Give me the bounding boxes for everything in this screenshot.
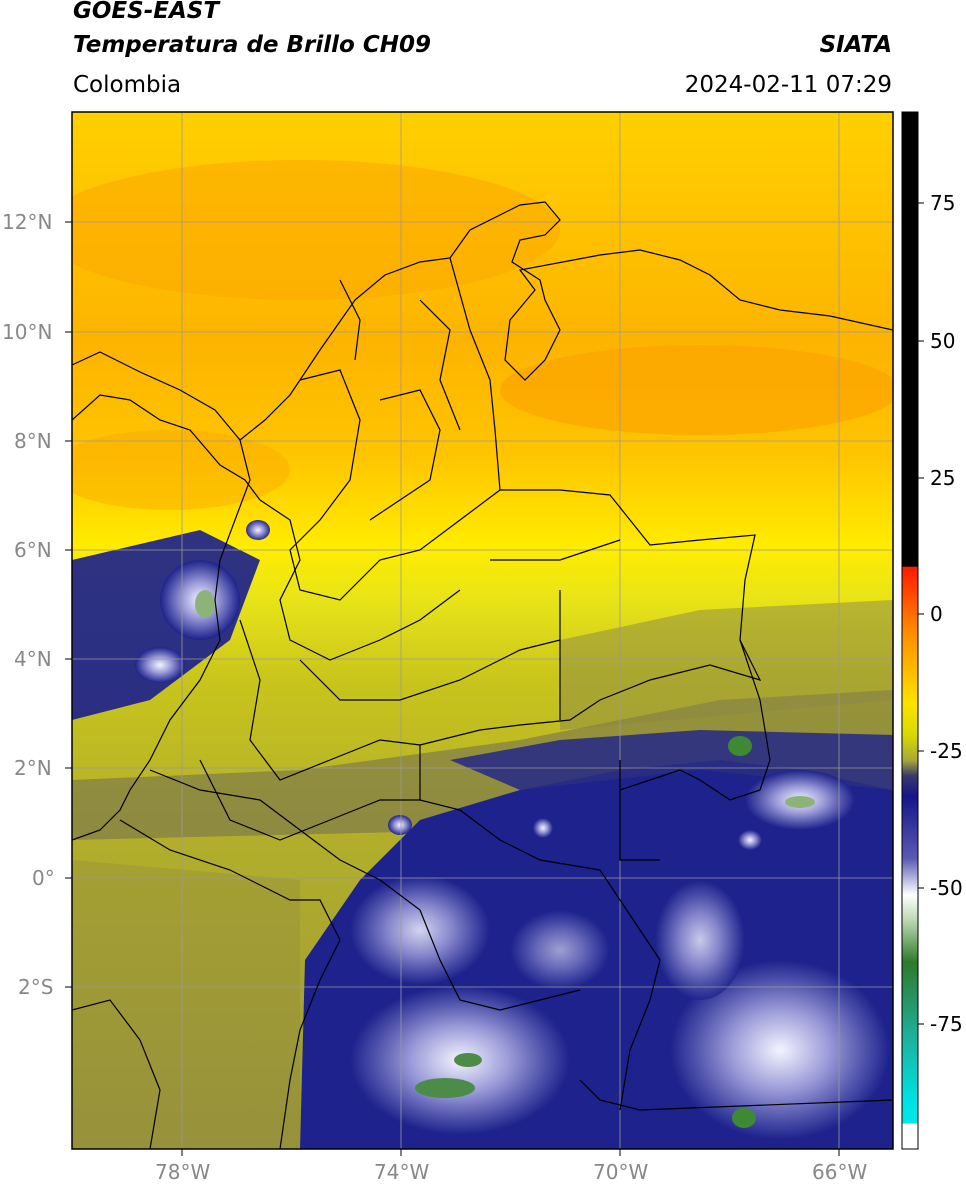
title-line-1: GOES-EAST: [73, 0, 220, 24]
title-line-2: Temperatura de Brillo CH09: [73, 32, 431, 58]
colorbar-tick-0: 0: [930, 602, 943, 626]
lon-label-70w: 70°W: [593, 1160, 649, 1184]
colorbar-tick-75: 75: [930, 191, 956, 215]
timestamp-label: 2024-02-11 07:29: [684, 72, 892, 98]
lat-label-10n: 10°N: [2, 320, 53, 344]
colorbar-tick-neg50: -50: [930, 876, 963, 900]
brand-label: SIATA: [819, 32, 892, 58]
lat-label-2n: 2°N: [14, 756, 52, 780]
lat-label-0: 0°: [32, 866, 55, 890]
map-frame: [71, 111, 894, 1150]
borders: [72, 201, 893, 1149]
lat-label-6n: 6°N: [14, 538, 52, 562]
colorbar-tick-50: 50: [930, 329, 956, 353]
colorbar-tick-neg25: -25: [930, 739, 963, 763]
lat-label-8n: 8°N: [14, 429, 52, 453]
lat-label-4n: 4°N: [14, 647, 52, 671]
region-label: Colombia: [73, 72, 182, 98]
lat-label-2s: 2°S: [18, 975, 54, 999]
lon-label-66w: 66°W: [812, 1160, 868, 1184]
colorbar: [901, 111, 919, 1150]
colorbar-tick-25: 25: [930, 466, 956, 490]
colorbar-tick-neg75: -75: [930, 1012, 963, 1036]
lat-label-12n: 12°N: [2, 210, 53, 234]
graticule: [72, 112, 893, 1149]
lon-label-78w: 78°W: [155, 1160, 211, 1184]
lon-label-74w: 74°W: [374, 1160, 430, 1184]
